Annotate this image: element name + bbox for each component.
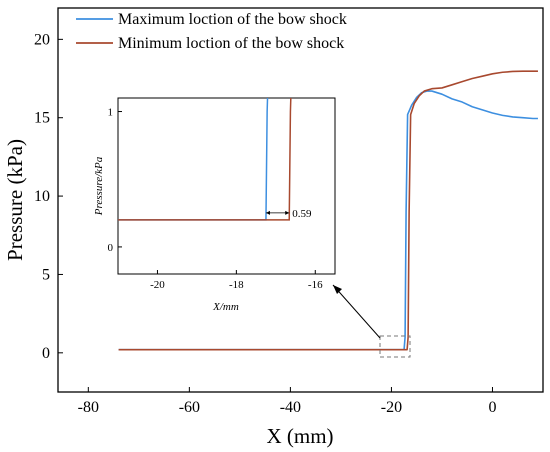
inset-y-axis-title: Pressure/kPa	[93, 156, 105, 216]
inset-x-axis-ticks: -20 -18 -16	[150, 270, 323, 291]
x-axis-title: X (mm)	[266, 424, 333, 448]
x-tick-label: -40	[280, 399, 301, 416]
x-tick-label: 0	[488, 399, 496, 416]
main-series-group	[118, 70, 538, 351]
gap-arrowhead-left	[265, 210, 270, 215]
gap-arrowhead-right	[285, 210, 290, 215]
zoom-arrowhead	[333, 285, 342, 294]
zoom-arrow	[332, 284, 381, 339]
inset-frame	[117, 97, 336, 275]
x-tick-label: -80	[78, 399, 99, 416]
legend-label-0: Maximum loction of the bow shock	[118, 11, 347, 28]
x-tick-label: -20	[381, 399, 402, 416]
zoom-region-box	[379, 335, 411, 358]
legend: Maximum loction of the bow shock Minimum …	[76, 11, 347, 52]
inset-x-tick-label: -16	[308, 279, 323, 291]
y-tick-label: 15	[34, 110, 50, 127]
y-tick-label: 20	[34, 31, 50, 48]
inset-annotation: 0.59	[265, 208, 312, 220]
x-tick-label: -60	[179, 399, 200, 416]
y-axis-title: Pressure (kPa)	[3, 139, 27, 261]
inset-y-tick-label: 1	[108, 107, 114, 119]
inset-y-axis-ticks: 01	[108, 107, 122, 254]
y-tick-label: 0	[42, 345, 50, 362]
inset-series-line-1	[118, 98, 292, 221]
inset-x-tick-label: -18	[229, 279, 244, 291]
inset-y-tick-label: 0	[108, 242, 114, 254]
gap-label: 0.59	[292, 208, 312, 220]
inset-x-axis-title: X/mm	[212, 301, 239, 313]
series-line-0	[118, 90, 538, 351]
y-tick-label: 5	[42, 266, 50, 283]
y-tick-label: 10	[34, 188, 50, 205]
legend-label-1: Minimum loction of the bow shock	[118, 35, 344, 52]
y-axis-ticks: 0 5 10 15 20	[34, 31, 63, 362]
x-axis-ticks: -80 -60 -40 -20 0	[78, 387, 496, 416]
series-line-1	[118, 70, 538, 351]
inset-series-group	[118, 98, 292, 221]
inset-x-tick-label: -20	[150, 279, 165, 291]
